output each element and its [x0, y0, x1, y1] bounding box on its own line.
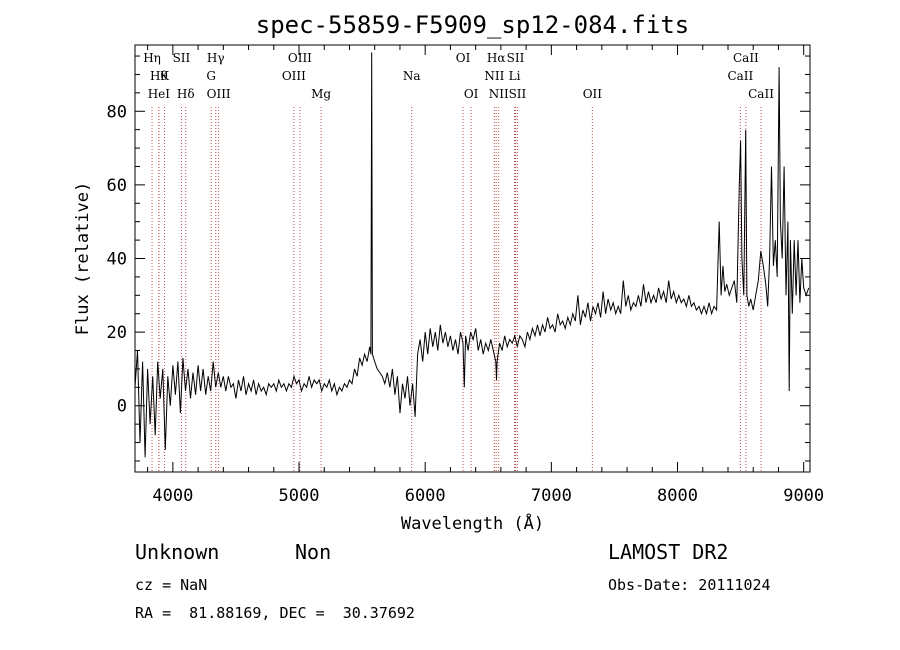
spectral-line-label: NII: [484, 69, 504, 83]
x-tick-label: 5000: [279, 486, 320, 506]
y-tick-label: 80: [107, 102, 127, 122]
spectrum-line: [135, 52, 810, 458]
spectral-line-label: OI: [456, 51, 471, 65]
x-tick-label: 4000: [152, 486, 193, 506]
x-tick-label: 6000: [405, 486, 446, 506]
spectral-line-label: Na: [403, 69, 421, 83]
spectral-line-label: Hθ: [150, 69, 168, 83]
spectral-line-label: K: [160, 69, 170, 83]
object-subclass: Non: [295, 540, 332, 564]
spectral-line-label: NII: [489, 87, 509, 101]
spectral-line-label: OIII: [282, 69, 306, 83]
coordinates: RA = 81.88169, DEC = 30.37692: [135, 604, 415, 622]
spectral-line-label: HeI: [148, 87, 171, 101]
spectral-line-label: Hδ: [177, 87, 195, 101]
object-class: Unknown: [135, 540, 220, 564]
spectral-line-label: CaII: [733, 51, 759, 65]
spectral-line-label: OIII: [288, 51, 312, 65]
spectral-line-label: OIII: [207, 87, 231, 101]
plot-frame: [134, 44, 811, 473]
spectral-line-label: Hα: [487, 51, 506, 65]
spectral-line-label: G: [206, 69, 216, 83]
x-tick-label: 9000: [783, 486, 824, 506]
spectral-line-label: Hγ: [207, 51, 225, 65]
spectral-line-label: Li: [509, 69, 521, 83]
spectral-line-label: Hη: [143, 51, 161, 65]
spectral-line-label: OI: [464, 87, 479, 101]
spectral-line-label: SII: [173, 51, 191, 65]
x-tick-label: 8000: [657, 486, 698, 506]
spectral-line-label: SII: [509, 87, 527, 101]
y-axis-label: Flux (relative): [73, 182, 93, 336]
spectral-line-label: SII: [507, 51, 525, 65]
y-tick-label: 60: [107, 176, 127, 196]
spectral-line-label: CaII: [748, 87, 774, 101]
redshift-value: cz = NaN: [135, 576, 208, 594]
x-axis-label: Wavelength (Å): [401, 512, 544, 534]
y-tick-label: 0: [117, 397, 127, 417]
spectral-line-label: OII: [583, 87, 603, 101]
chart-title: spec-55859-F5909_sp12-084.fits: [256, 11, 689, 39]
spectral-line-label: Mg: [311, 87, 331, 101]
spectral-line-markers: HηHθHeIKSIIHδHγGOIIIOIIIOIIIMgNaOIOIHαNI…: [143, 51, 774, 472]
y-tick-label: 40: [107, 250, 127, 270]
survey-name: LAMOST DR2: [608, 540, 729, 564]
x-tick-label: 7000: [531, 486, 572, 506]
spectral-line-label: CaII: [727, 69, 753, 83]
y-tick-label: 20: [107, 323, 127, 343]
observation-date: Obs-Date: 20111024: [608, 576, 771, 594]
